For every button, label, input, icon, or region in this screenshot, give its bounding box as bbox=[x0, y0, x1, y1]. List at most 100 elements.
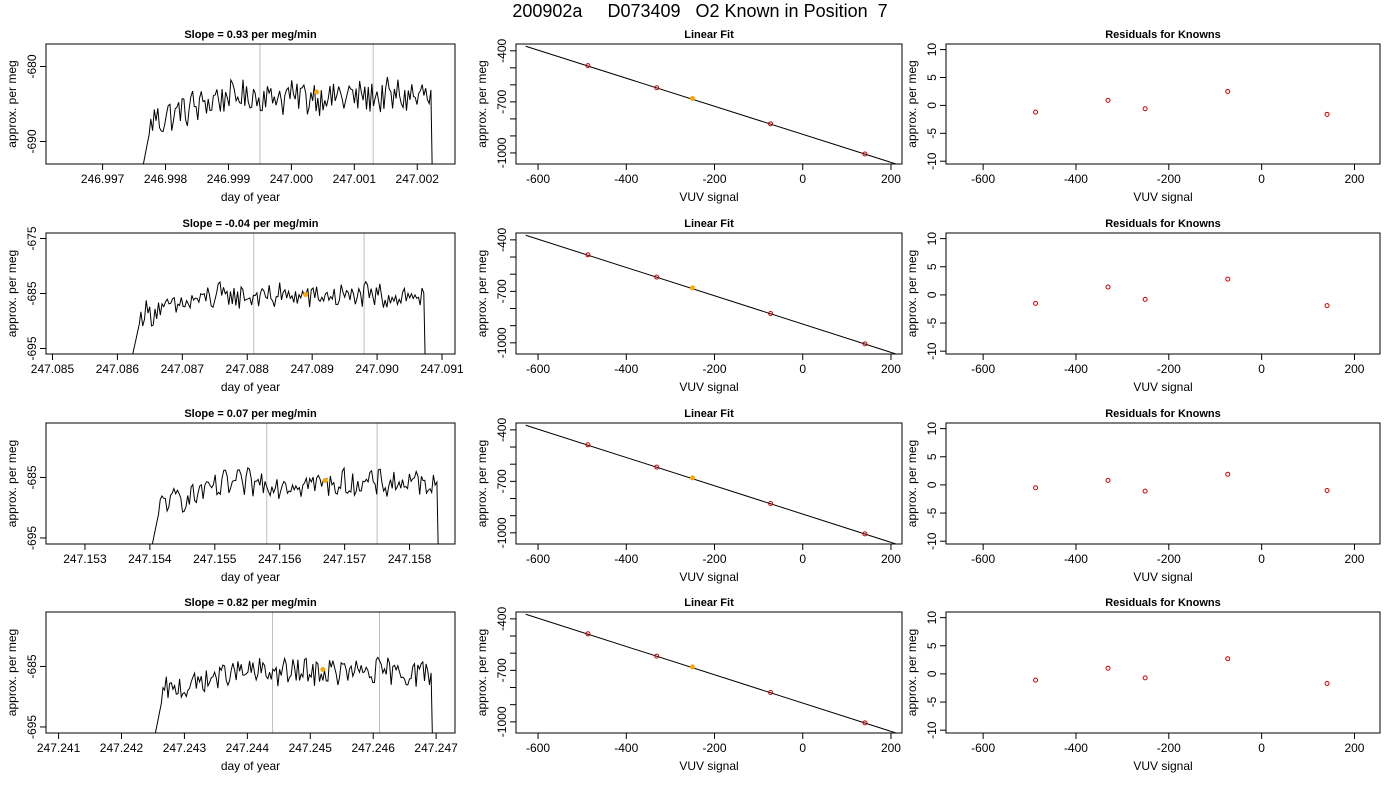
x-tick-label: -600 bbox=[526, 552, 550, 566]
y-tick-label: 5 bbox=[925, 74, 939, 81]
y-tick-label: -1000 bbox=[495, 327, 509, 358]
y-tick-label: 10 bbox=[925, 611, 939, 625]
x-tick-label: -200 bbox=[702, 741, 726, 755]
plot-frame bbox=[45, 43, 456, 165]
x-tick-label: 247.155 bbox=[193, 552, 237, 566]
y-tick-label: -5 bbox=[925, 128, 939, 139]
residual-point bbox=[1105, 97, 1111, 103]
y-axis-label: approx. per meg bbox=[5, 440, 19, 527]
residual-point bbox=[1324, 111, 1330, 117]
x-tick-label: 247.245 bbox=[289, 741, 333, 755]
y-axis-label: approx. per meg bbox=[5, 629, 19, 716]
x-axis-label: VUV signal bbox=[679, 570, 738, 584]
x-tick-label: -400 bbox=[1064, 172, 1088, 186]
marker-point bbox=[689, 475, 695, 481]
signal-trace bbox=[132, 280, 426, 354]
known-point bbox=[768, 689, 774, 695]
x-tick-label: 200 bbox=[1344, 741, 1364, 755]
signal-trace bbox=[154, 656, 433, 733]
y-tick-label: -400 bbox=[495, 607, 509, 631]
plot-frame bbox=[45, 422, 456, 545]
x-tick-label: 0 bbox=[1258, 362, 1265, 376]
y-tick-label: -700 bbox=[495, 469, 509, 493]
marker-point bbox=[303, 292, 309, 298]
plot-area bbox=[525, 424, 898, 544]
x-tick-label: -200 bbox=[1157, 172, 1181, 186]
x-tick-label: -200 bbox=[1157, 741, 1181, 755]
x-tick-label: 247.088 bbox=[226, 362, 270, 376]
panel-fit-0: Linear Fit -600 -400 -200 0 200 -400 -700 -1000 V… bbox=[475, 29, 903, 204]
plot-frame bbox=[945, 422, 1381, 545]
y-tick-label: 5 bbox=[925, 642, 939, 649]
fit-line bbox=[525, 613, 898, 733]
x-tick-label: 246.997 bbox=[81, 172, 125, 186]
x-tick-label: 247.246 bbox=[352, 741, 396, 755]
residual-point bbox=[1033, 300, 1039, 306]
y-tick-label: -675 bbox=[25, 226, 39, 250]
x-tick-label: 247.091 bbox=[420, 362, 464, 376]
x-tick-label: 247.243 bbox=[163, 741, 207, 755]
x-tick-label: 0 bbox=[1258, 172, 1265, 186]
x-tick-label: 0 bbox=[799, 741, 806, 755]
x-tick-label: -600 bbox=[971, 362, 995, 376]
known-point bbox=[862, 151, 868, 157]
y-tick-label: 10 bbox=[925, 43, 939, 57]
panel-fit-3: Linear Fit -600 -400 -200 0 200 -400 -700 -1000 V… bbox=[475, 597, 903, 773]
panel-res-2: Residuals for Knowns -600 -400 -200 0 200 10 5 0… bbox=[905, 408, 1381, 584]
x-tick-label: 0 bbox=[799, 172, 806, 186]
y-tick-label: -700 bbox=[495, 279, 509, 303]
x-tick-label: -400 bbox=[614, 172, 638, 186]
y-tick-label: 5 bbox=[925, 263, 939, 270]
residual-point bbox=[1142, 296, 1148, 302]
residual-point bbox=[1225, 471, 1231, 477]
y-tick-label: -5 bbox=[925, 696, 939, 707]
y-tick-label: 10 bbox=[925, 232, 939, 246]
residual-point bbox=[1142, 106, 1148, 112]
plot-frame bbox=[515, 43, 903, 165]
known-point bbox=[768, 310, 774, 316]
residual-point bbox=[1324, 303, 1330, 309]
y-tick-label: -685 bbox=[25, 281, 39, 305]
plot-area bbox=[1033, 656, 1330, 686]
y-axis-label: approx. per meg bbox=[475, 440, 489, 527]
known-point bbox=[862, 531, 868, 537]
x-tick-label: 200 bbox=[881, 172, 901, 186]
x-tick-label: -200 bbox=[702, 362, 726, 376]
marker-point bbox=[689, 95, 695, 101]
x-tick-label: 246.999 bbox=[207, 172, 251, 186]
y-tick-label: -1000 bbox=[495, 137, 509, 168]
y-tick-label: -400 bbox=[495, 418, 509, 442]
x-tick-label: 247.157 bbox=[323, 552, 367, 566]
panel-title: Linear Fit bbox=[684, 408, 734, 420]
plot-area bbox=[151, 423, 439, 544]
y-tick-label: -10 bbox=[925, 342, 939, 360]
residual-point bbox=[1033, 677, 1039, 683]
x-tick-label: 247.242 bbox=[100, 741, 144, 755]
known-point bbox=[585, 631, 591, 637]
x-axis-label: day of year bbox=[221, 759, 280, 773]
y-tick-label: -700 bbox=[495, 658, 509, 682]
marker-point bbox=[320, 666, 326, 672]
marker-point bbox=[322, 477, 328, 483]
y-tick-label: -680 bbox=[25, 54, 39, 78]
plot-frame bbox=[945, 611, 1381, 734]
plot-frame bbox=[45, 232, 456, 355]
x-tick-label: -600 bbox=[971, 172, 995, 186]
y-tick-label: -685 bbox=[25, 465, 39, 489]
y-tick-label: -1000 bbox=[495, 517, 509, 548]
plot-area bbox=[132, 233, 426, 354]
x-tick-label: 200 bbox=[881, 362, 901, 376]
plot-area bbox=[154, 612, 433, 733]
x-tick-label: 200 bbox=[1344, 552, 1364, 566]
known-point bbox=[768, 500, 774, 506]
x-axis-label: VUV signal bbox=[1133, 759, 1192, 773]
y-tick-label: -690 bbox=[25, 129, 39, 153]
fit-line bbox=[525, 234, 898, 354]
plot-frame bbox=[945, 232, 1381, 355]
signal-trace bbox=[142, 76, 433, 164]
known-point bbox=[654, 274, 660, 280]
y-tick-label: 10 bbox=[925, 422, 939, 436]
x-axis-label: VUV signal bbox=[1133, 380, 1192, 394]
panel-title: Linear Fit bbox=[684, 218, 734, 230]
